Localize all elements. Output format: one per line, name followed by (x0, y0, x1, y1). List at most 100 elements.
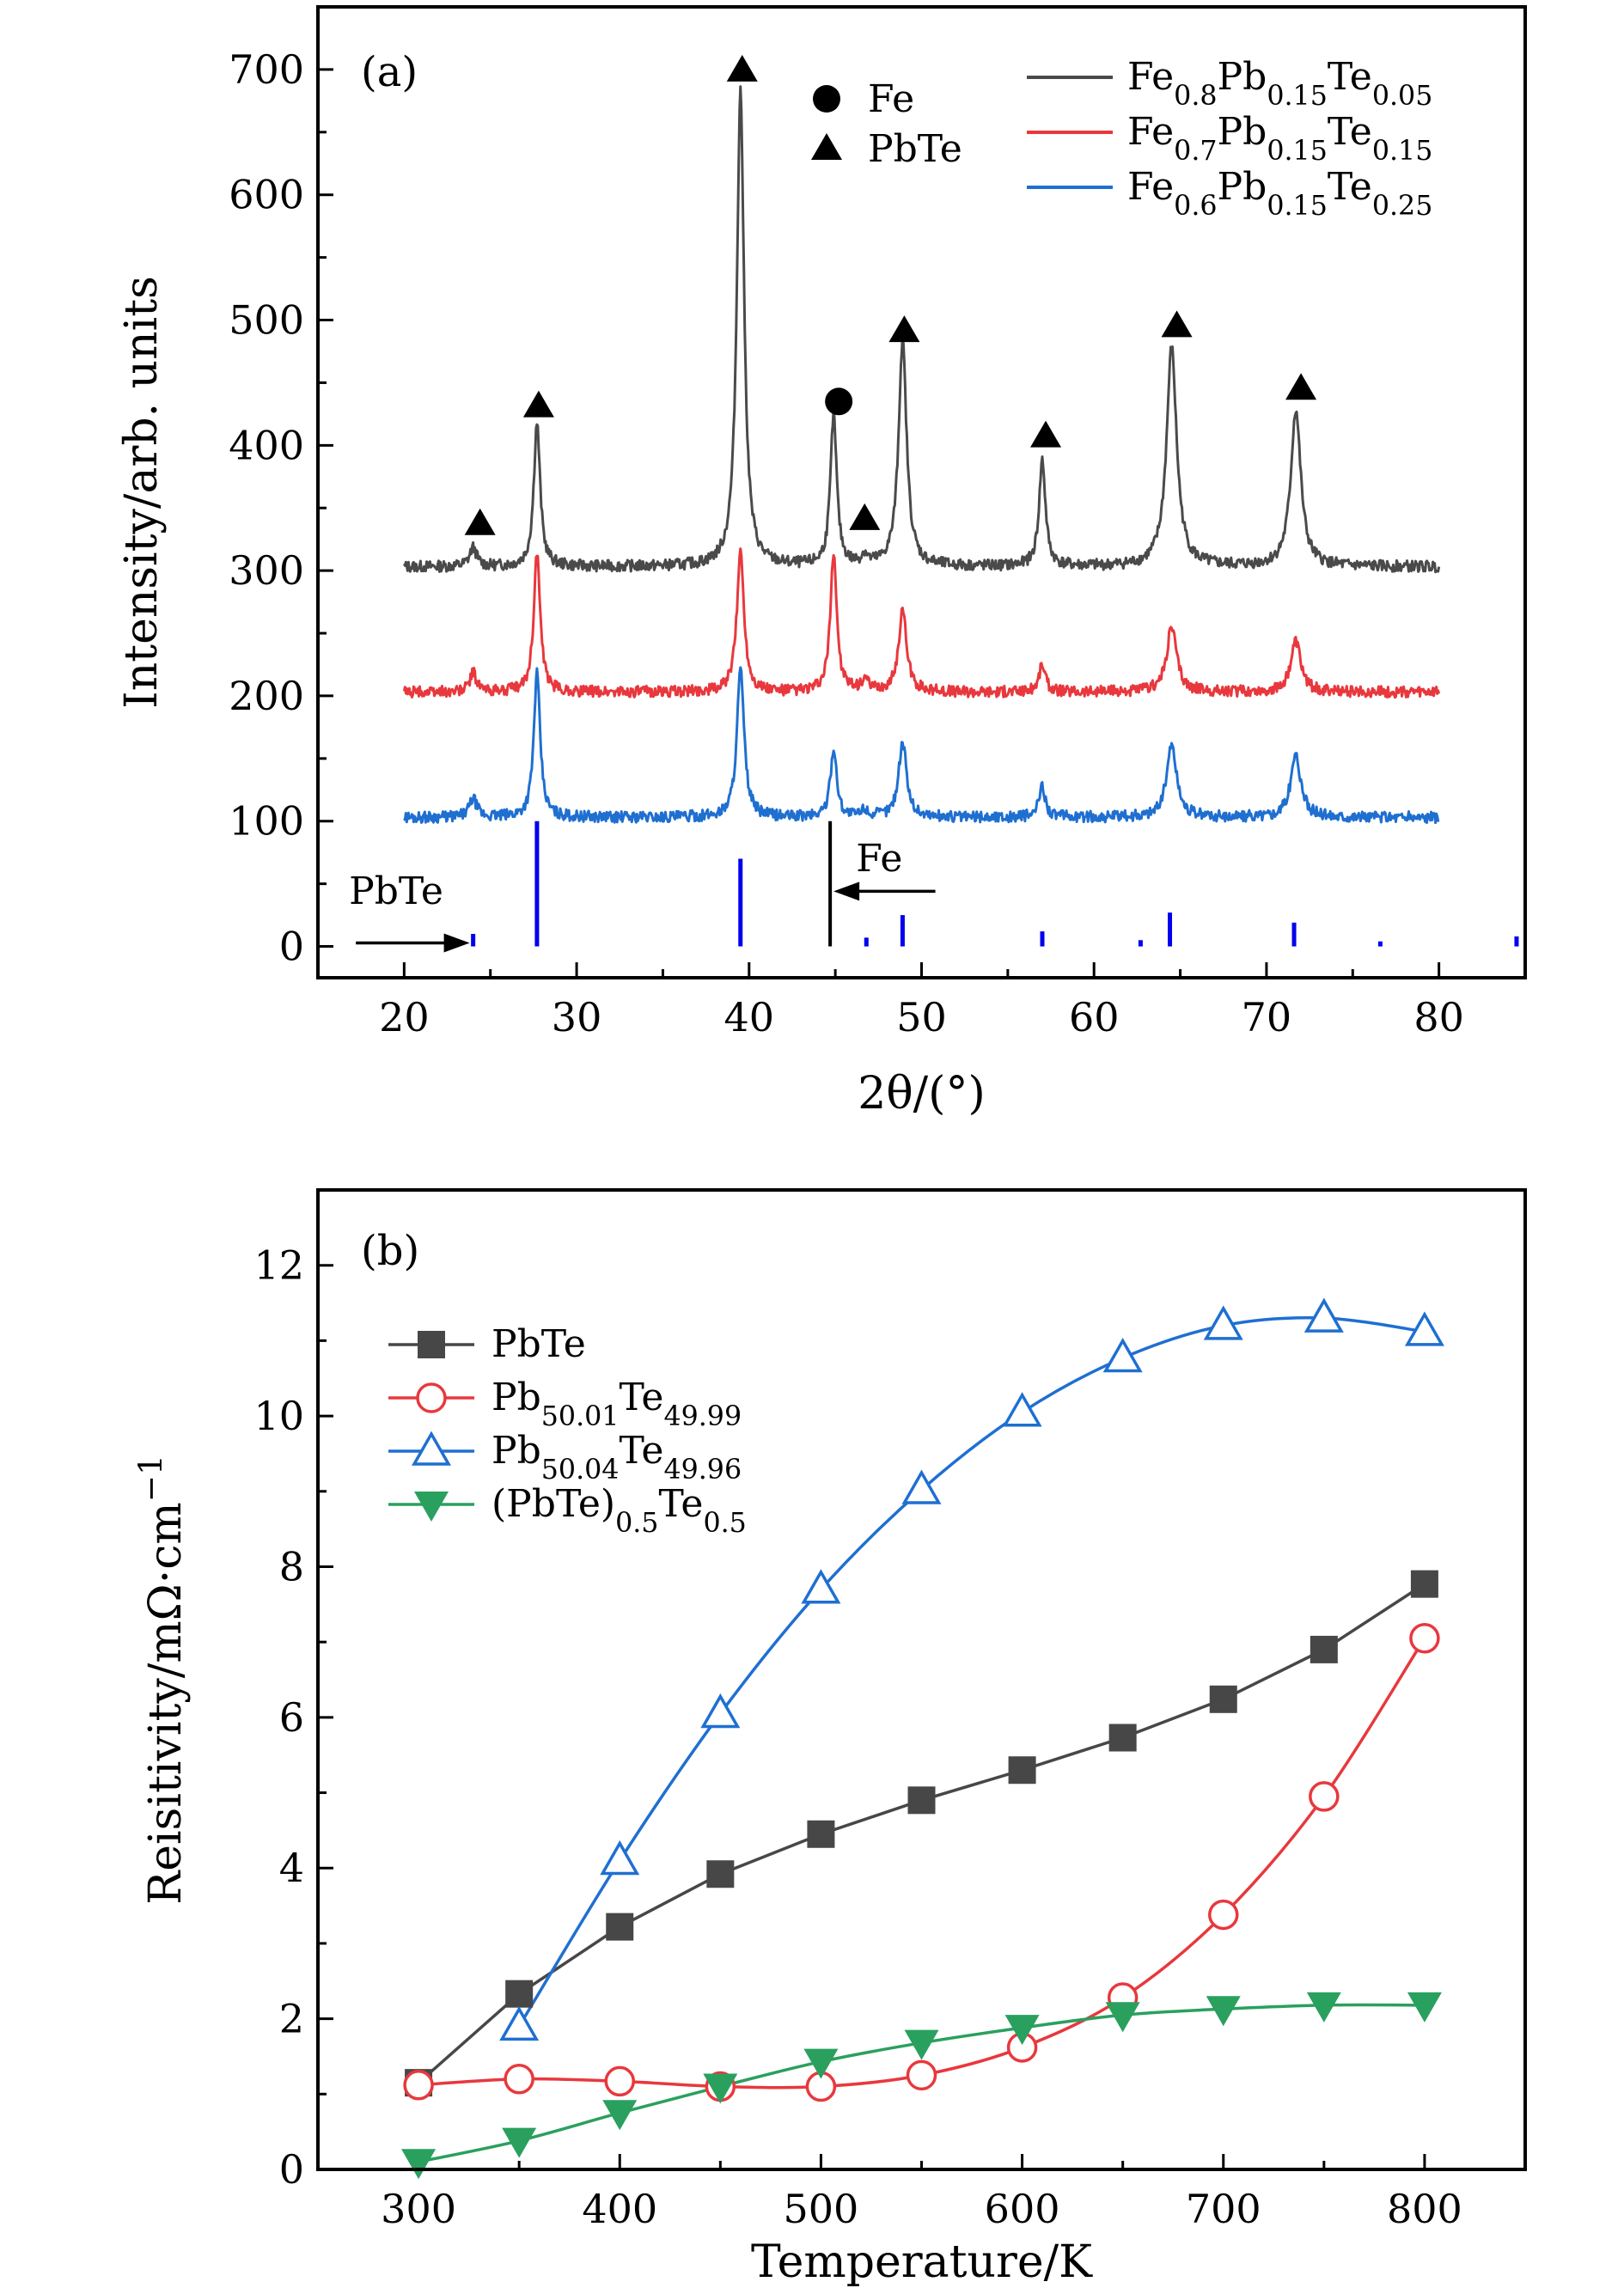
y-axis-label-a: Intensity/arb. units (116, 276, 168, 709)
y-tick-label-a: 300 (229, 547, 304, 594)
resistivity-data-point (1102, 1338, 1143, 1373)
fe-peak-marker (825, 387, 853, 416)
y-tick-label-b: 6 (279, 1694, 304, 1741)
x-tick-label-b: 400 (582, 2186, 657, 2232)
pbte-annotation-label: PbTe (349, 869, 443, 913)
series-legend-marker-b (414, 1492, 449, 1522)
x-axis-label-a: 2θ/(°) (858, 1068, 985, 1120)
resistivity-data-point (1303, 1297, 1344, 1333)
resistivity-data-point (499, 2005, 540, 2041)
x-tick-label-a: 50 (896, 994, 947, 1040)
pbte-legend-marker (811, 133, 842, 160)
pbte-peak-marker (726, 54, 758, 82)
x-tick-label-b: 500 (784, 2186, 859, 2232)
x-tick-label-a: 70 (1242, 994, 1292, 1040)
pbte-peak-marker (1030, 420, 1062, 448)
x-tick-label-b: 600 (985, 2186, 1060, 2232)
resistivity-data-point (706, 1860, 735, 1888)
fe-legend-label: Fe (868, 77, 914, 121)
x-tick-label-a: 60 (1069, 994, 1120, 1040)
resistivity-data-point (904, 2029, 939, 2060)
resistivity-data-point (807, 1820, 835, 1848)
x-tick-label-a: 30 (552, 994, 602, 1040)
series-legend-marker-b (416, 1382, 447, 1413)
resistivity-data-point (907, 1786, 936, 1815)
resistivity-data-point (600, 1839, 640, 1876)
y-tick-label-a: 600 (229, 172, 304, 218)
y-tick-label-a: 0 (279, 924, 304, 970)
pbte-peak-marker (888, 315, 920, 343)
resistivity-data-point (1309, 1781, 1340, 1812)
y-tick-label-b: 2 (279, 1996, 304, 2042)
series-legend-marker-b (418, 1331, 445, 1358)
resistivity-data-point (505, 1980, 534, 2008)
y-tick-label-a: 400 (229, 422, 304, 468)
y-tick-label-b: 4 (279, 1845, 304, 1891)
series-legend-label-a: Fe0.8Pb0.15Te0.05 (1127, 55, 1432, 112)
resistivity-data-point (803, 2048, 839, 2079)
x-tick-label-a: 40 (724, 994, 775, 1040)
resistivity-data-point (1108, 1724, 1137, 1752)
plot-frame-a (316, 5, 1527, 979)
panel-a-xrd-chart: 20 30 40 50 60 70 80 0 100 200 300 400 500 600 700 PbTe… (116, 5, 1527, 1120)
series-legend-marker-b (411, 1431, 452, 1466)
plot-frame-b (316, 1188, 1527, 2171)
pbte-peak-marker (522, 390, 554, 418)
x-tick-label-b: 800 (1387, 2186, 1462, 2232)
xrd-series-line (403, 666, 1440, 825)
pbte-peak-marker (849, 503, 881, 530)
y-tick-label-a: 700 (229, 46, 304, 93)
resistivity-data-point (1407, 1992, 1442, 2023)
series-legend-label-b: (PbTe)0.5Te0.5 (491, 1482, 747, 1539)
y-tick-label-b: 8 (279, 1543, 304, 1589)
resistivity-data-point (1008, 1756, 1036, 1785)
x-tick-label-b: 300 (381, 2186, 456, 2232)
series-legend-label-b: Pb50.01Te49.99 (491, 1376, 742, 1432)
y-tick-label-a: 100 (229, 798, 304, 845)
resistivity-data-point (504, 2064, 534, 2095)
fe-arrow-head (833, 882, 860, 901)
resistivity-data-point (1310, 1635, 1338, 1663)
resistivity-data-point (1208, 1899, 1239, 1931)
y-tick-label-a: 200 (229, 673, 304, 719)
y-axis-label-b: Reisitivity/mΩ·cm−1 (131, 1455, 192, 1905)
x-tick-label-a: 20 (379, 994, 430, 1040)
resistivity-data-point (1409, 1623, 1440, 1654)
resistivity-data-point (901, 1469, 942, 1504)
resistivity-data-point (606, 1913, 634, 1941)
y-tick-label-b: 10 (253, 1393, 304, 1439)
resistivity-data-point (906, 2059, 937, 2091)
resistivity-data-point (1105, 2002, 1140, 2033)
resistivity-data-point (1410, 1570, 1438, 1598)
resistivity-data-point (1206, 1996, 1241, 2027)
panel-b-label: (b) (361, 1227, 419, 1275)
resistivity-data-point (801, 1569, 841, 1604)
resistivity-data-point (1306, 1992, 1341, 2023)
y-tick-label-a: 500 (229, 297, 304, 344)
y-tick-label-b: 12 (253, 1242, 304, 1289)
resistivity-data-point (602, 2100, 638, 2131)
resistivity-data-point (604, 2065, 635, 2097)
resistivity-data-point (502, 2127, 537, 2158)
fe-legend-marker (813, 85, 840, 113)
pbte-peak-marker (1161, 310, 1193, 338)
x-tick-label-b: 700 (1186, 2186, 1261, 2232)
resistivity-series-line (418, 1637, 1426, 2090)
series-legend-label-b: PbTe (491, 1322, 586, 1366)
pbte-arrow-head (443, 933, 470, 953)
x-tick-label-a: 80 (1413, 994, 1464, 1040)
resistivity-data-point (1404, 1311, 1444, 1346)
resistivity-data-point (700, 1693, 741, 1729)
series-legend-label-a: Fe0.6Pb0.15Te0.25 (1127, 165, 1432, 222)
y-tick-label-b: 0 (279, 2146, 304, 2193)
x-axis-label-b: Temperature/K (751, 2236, 1093, 2288)
resistivity-data-point (401, 2149, 437, 2180)
panel-b-resistivity-chart: 300 400 500 600 700 800 0 2 4 6 8 10 12 (b) PbTe Pb50.0… (131, 1188, 1527, 2288)
resistivity-data-point (403, 2070, 434, 2101)
resistivity-data-point (1002, 1392, 1042, 1427)
xrd-series-line (403, 85, 1441, 574)
series-legend-label-b: Pb50.04Te49.96 (491, 1429, 742, 1486)
resistivity-data-point (703, 2073, 738, 2104)
resistivity-series-line (517, 1316, 1426, 2028)
